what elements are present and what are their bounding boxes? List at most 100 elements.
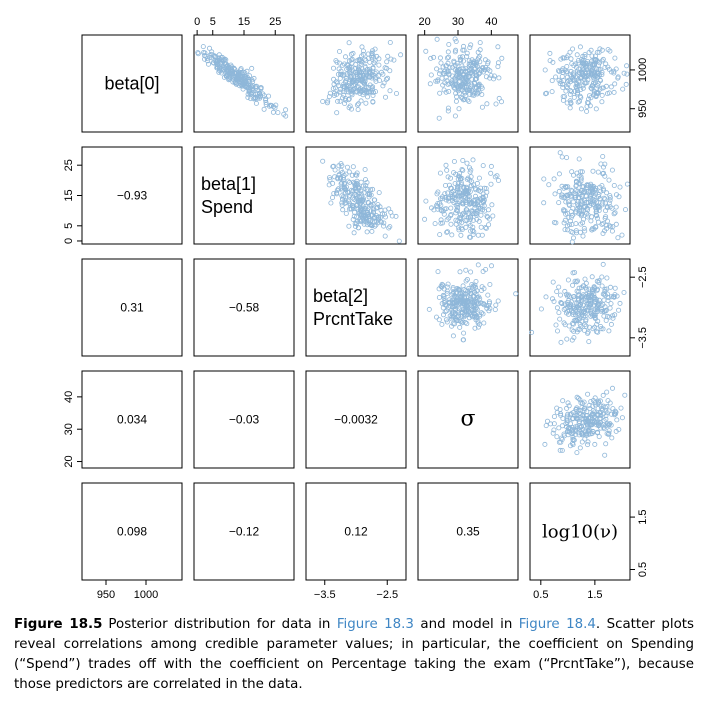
data-point [334, 191, 340, 197]
data-point [330, 65, 336, 71]
data-point [592, 57, 598, 63]
data-point [571, 321, 577, 327]
data-point [622, 392, 628, 398]
data-point [487, 305, 493, 311]
data-point [469, 199, 475, 205]
data-point [561, 433, 567, 439]
data-point [477, 47, 483, 53]
data-point [576, 195, 582, 201]
data-point [438, 60, 444, 66]
tick-label: 0.5 [637, 562, 649, 577]
data-point [485, 214, 491, 220]
data-point [446, 300, 452, 306]
data-point [566, 403, 572, 409]
data-point [446, 297, 452, 303]
data-point [363, 100, 369, 106]
data-point [551, 298, 557, 304]
data-point [431, 54, 437, 60]
data-point [460, 337, 466, 343]
data-point [449, 311, 455, 317]
data-point [361, 190, 367, 196]
data-point [341, 185, 347, 191]
data-point [612, 55, 618, 61]
data-point [339, 202, 345, 208]
data-point [434, 191, 440, 197]
data-point [489, 202, 495, 208]
data-point [604, 291, 610, 297]
data-point [554, 434, 560, 440]
data-point [354, 196, 360, 202]
data-point [446, 54, 452, 60]
data-point [370, 186, 376, 192]
data-point [604, 389, 610, 395]
data-point [550, 279, 556, 285]
tick-label: 0 [63, 238, 75, 244]
data-point [583, 291, 589, 297]
caption-body: Posterior distribution for data in Figur… [14, 617, 694, 692]
data-point [338, 181, 344, 187]
data-point [576, 395, 582, 401]
data-point [246, 79, 252, 85]
data-point [457, 215, 463, 221]
data-point [443, 197, 449, 203]
data-point [592, 73, 598, 79]
data-point [569, 89, 575, 95]
data-point [456, 227, 462, 233]
data-point [547, 58, 553, 64]
data-point [599, 92, 605, 98]
data-point [331, 76, 337, 82]
data-point [465, 74, 471, 80]
data-point [473, 284, 479, 290]
data-point [608, 422, 614, 428]
data-point [346, 97, 352, 103]
data-point [360, 183, 366, 189]
data-point [576, 208, 582, 214]
data-point [469, 71, 475, 77]
data-point [581, 327, 587, 333]
data-point [360, 219, 366, 225]
data-point [444, 229, 450, 235]
data-point [256, 88, 262, 94]
data-point [580, 85, 586, 91]
data-point [372, 46, 378, 52]
data-point [595, 401, 601, 407]
data-point [338, 89, 344, 95]
data-point [468, 298, 474, 304]
panel-frame [417, 370, 519, 469]
data-point [574, 394, 580, 400]
data-point [480, 65, 486, 71]
data-point [437, 170, 443, 176]
data-point [387, 224, 393, 230]
data-point [477, 70, 483, 76]
data-point [441, 293, 447, 299]
data-point [608, 84, 614, 90]
figure-caption: Figure 18.5 Posterior distribution for da… [14, 615, 694, 695]
caption-figure-link[interactable]: Figure 18.3 [336, 617, 414, 632]
data-point [582, 436, 588, 442]
data-point [487, 281, 493, 287]
data-point [581, 204, 587, 210]
caption-figure-link[interactable]: Figure 18.4 [518, 617, 596, 632]
data-point [467, 45, 473, 51]
data-point [582, 405, 588, 411]
data-point [320, 99, 326, 105]
data-point [564, 405, 570, 411]
data-point [485, 292, 491, 298]
data-point [557, 447, 563, 453]
data-point [560, 97, 566, 103]
data-point [564, 155, 570, 161]
data-point [582, 432, 588, 438]
scatter-points [529, 261, 627, 345]
data-point [341, 72, 347, 78]
data-point [605, 47, 611, 53]
data-point [450, 198, 456, 204]
data-point [593, 94, 599, 100]
data-point [498, 99, 504, 105]
data-point [580, 53, 586, 59]
data-point [365, 199, 371, 205]
data-point [592, 441, 598, 447]
data-point [607, 193, 613, 199]
data-point [607, 223, 613, 229]
data-point [529, 329, 535, 335]
data-point [469, 82, 475, 88]
